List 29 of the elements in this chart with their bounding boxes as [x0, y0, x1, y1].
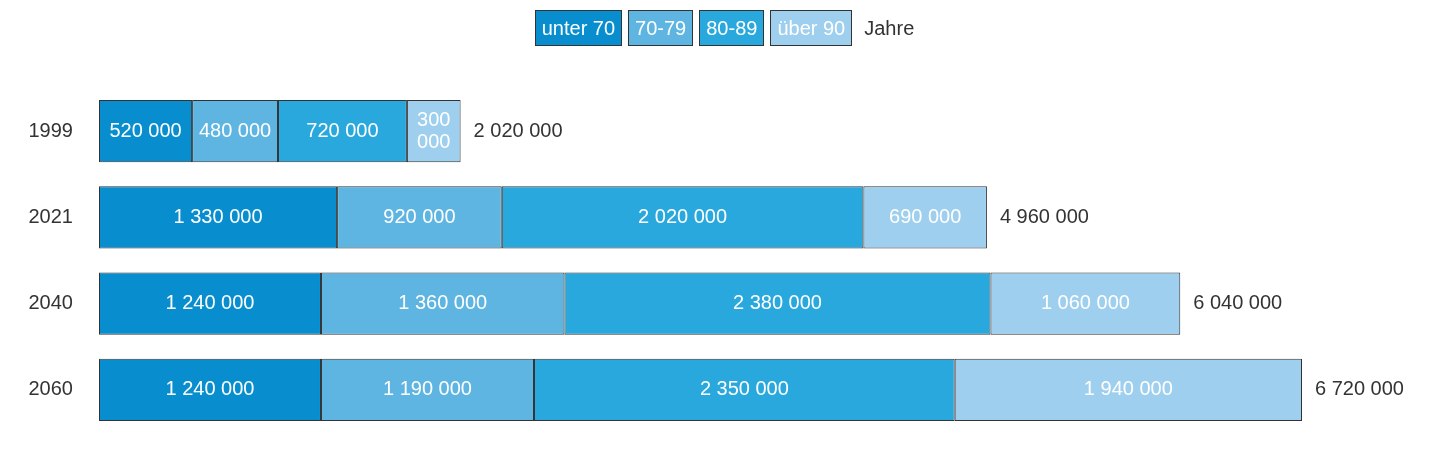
text: über 90 [770, 10, 853, 46]
total-label: 6 720 000 [1315, 377, 1404, 400]
y-tick-label: 2060 [28, 377, 73, 400]
total-label: 4 960 000 [999, 204, 1089, 227]
total-label: 6 040 000 [1193, 291, 1283, 314]
data-label: 1 060 000 [1040, 291, 1130, 314]
y-tick-label: 2040 [28, 291, 73, 314]
legend-title: Jahre [864, 16, 915, 40]
text: 70-79 [628, 10, 694, 46]
data-label: 480 000 [198, 118, 272, 141]
total-label: 2 020 000 [473, 118, 563, 141]
text: unter 70 [534, 10, 623, 46]
data-label: 920 000 [383, 204, 456, 227]
data-label: 300 000 [417, 107, 451, 152]
data-label: 1 940 000 [1083, 377, 1173, 400]
text: 80-89 [699, 10, 765, 46]
data-label: 520 000 [109, 118, 182, 141]
data-label: 2 020 000 [638, 204, 728, 227]
data-label: 690 000 [889, 204, 962, 227]
data-label: 720 000 [306, 118, 379, 141]
data-label: 1 240 000 [165, 377, 255, 400]
data-label: 1 190 000 [383, 377, 472, 400]
data-label: 1 360 000 [398, 291, 488, 314]
data-label: 1 330 000 [173, 204, 263, 227]
data-label: 2 350 000 [699, 377, 789, 400]
y-tick-label: 1999 [28, 118, 73, 141]
y-tick-label: 2021 [28, 204, 73, 227]
data-label: 1 240 000 [165, 291, 255, 314]
data-label: 2 380 000 [732, 291, 822, 314]
